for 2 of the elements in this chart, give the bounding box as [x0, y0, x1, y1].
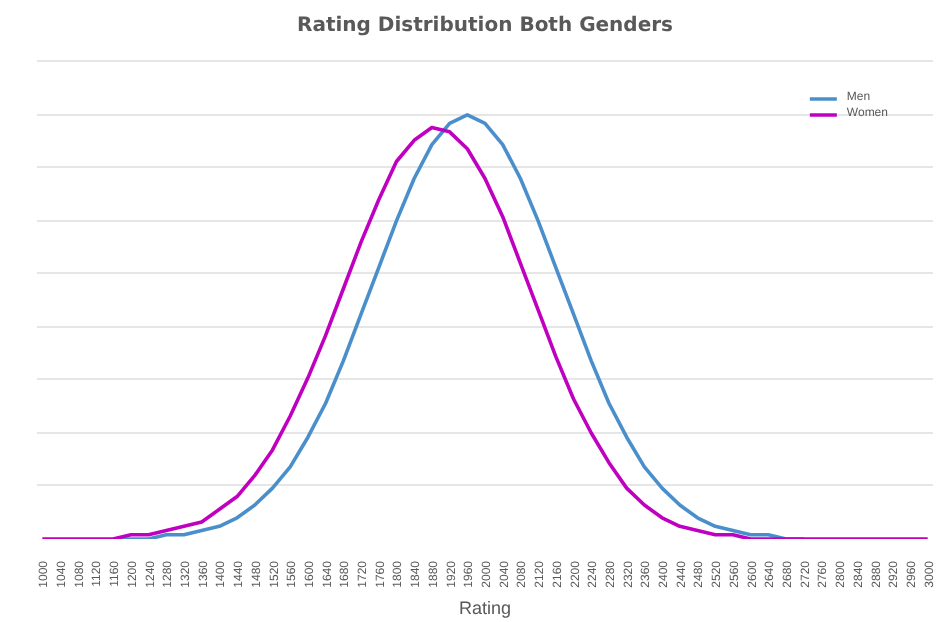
x-axis-title: Rating	[458, 597, 512, 618]
chart-title: Rating Distribution Both Genders	[297, 15, 674, 37]
